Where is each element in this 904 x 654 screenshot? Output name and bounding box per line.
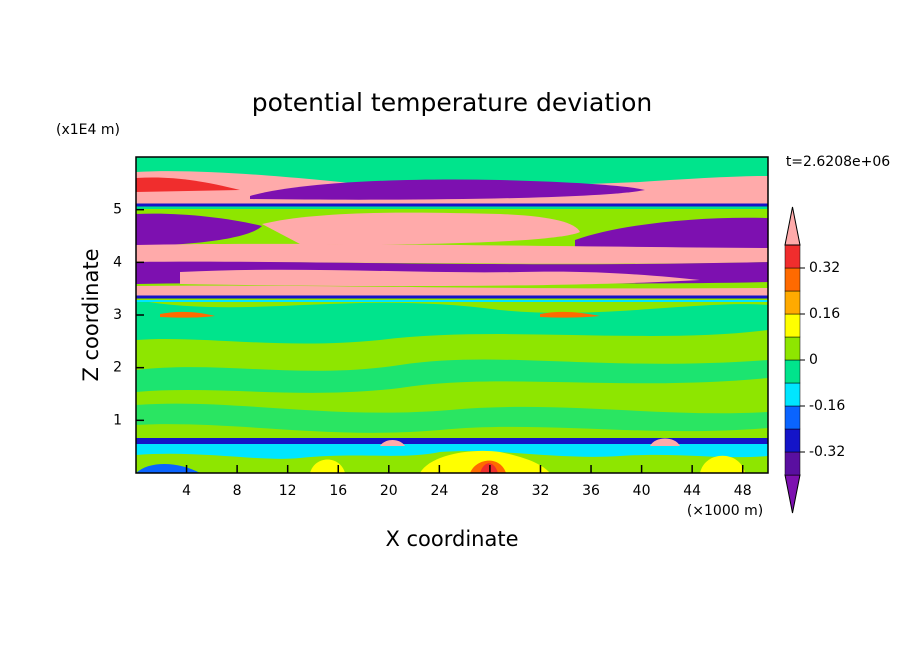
x-tick-label: 48 [734, 483, 752, 499]
x-tick-label: 36 [582, 483, 600, 499]
y-tick-label: 5 [113, 202, 122, 218]
x-tick-label: 40 [633, 483, 651, 499]
colorbar-tick-label: 0.16 [809, 306, 840, 322]
colorbar-box [784, 382, 801, 407]
colorbar-box [784, 244, 801, 269]
y-tick-label: 1 [113, 412, 122, 428]
x-tick-label: 24 [430, 483, 448, 499]
colorbar-tick-label: 0.32 [809, 260, 840, 276]
colorbar-box [784, 290, 801, 315]
x-tick-label: 8 [233, 483, 242, 499]
y-unit: (x1E4 m) [56, 122, 120, 138]
y-tick-label: 3 [113, 307, 122, 323]
x-tick-label: 44 [683, 483, 701, 499]
x-tick-label: 28 [481, 483, 499, 499]
colorbar-tick-label: -0.16 [809, 398, 845, 414]
colorbar-box [784, 451, 801, 476]
x-tick-label: 20 [380, 483, 398, 499]
colorbar-under [784, 474, 801, 514]
time-annotation: t=2.6208e+06 [786, 154, 890, 170]
y-axis-label: Z coordinate [79, 248, 103, 381]
colorbar-box [784, 359, 801, 384]
x-axis-label: X coordinate [385, 527, 518, 551]
colorbar-box [784, 405, 801, 430]
y-tick-label: 4 [113, 254, 122, 270]
chart-title: potential temperature deviation [252, 88, 652, 117]
y-tick-label: 2 [113, 360, 122, 376]
colorbar-box [784, 313, 801, 338]
colorbar-box [784, 267, 801, 292]
contour-field [136, 157, 768, 473]
colorbar-box [784, 428, 801, 453]
colorbar-over [784, 206, 801, 246]
colorbar-tick-label: -0.32 [809, 444, 845, 460]
x-tick-label: 4 [182, 483, 191, 499]
x-unit: (×1000 m) [687, 503, 763, 519]
x-tick-label: 16 [329, 483, 347, 499]
colorbar-box [784, 336, 801, 361]
colorbar-tick-label: 0 [809, 352, 818, 368]
x-tick-label: 12 [279, 483, 297, 499]
x-tick-label: 32 [532, 483, 550, 499]
